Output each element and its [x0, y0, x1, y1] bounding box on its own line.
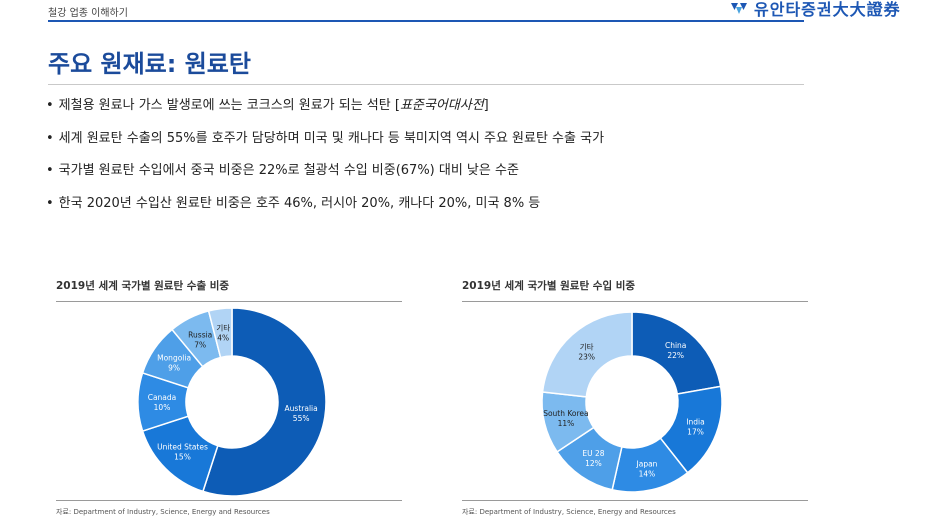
- donut-value-label: 4%: [217, 334, 229, 343]
- donut-value-label: 15%: [174, 452, 191, 461]
- bullet-item: • 한국 2020년 수입산 원료탄 비중은 호주 46%, 러시아 20%, 캐…: [46, 194, 604, 214]
- page-title: 주요 원재료: 원료탄: [48, 50, 251, 78]
- donut-slice-australia: [202, 308, 327, 497]
- donut-value-label: 14%: [639, 469, 656, 478]
- brand-logo: 유안타증권大大證券: [730, 0, 901, 20]
- chart-source: 자료: Department of Industry, Science, Ene…: [462, 508, 676, 516]
- title-divider: [48, 84, 804, 85]
- export-share-chart: 2019년 세계 국가별 원료탄 수출 비중 Australia 55% Unite…: [56, 278, 402, 516]
- donut-value-label: 10%: [154, 403, 171, 412]
- bullet-list: • 제철용 원료나 가스 발생로에 쓰는 코크스의 원료가 되는 석탄 [표준국어…: [46, 96, 604, 226]
- document-section-label: 철강 업종 이해하기: [48, 8, 128, 19]
- header-divider: [48, 20, 804, 22]
- donut-value-label: 7%: [194, 341, 206, 350]
- donut-value-label: 22%: [667, 351, 684, 360]
- donut-value-label: 55%: [293, 414, 310, 423]
- bullet-marker: •: [46, 195, 54, 211]
- bullet-marker: •: [46, 163, 54, 178]
- bullet-text: 한국 2020년 수입산 원료탄 비중은 호주 46%, 러시아 20%, 캐나…: [58, 195, 541, 211]
- donut-category-label: 기타: [580, 342, 594, 351]
- bullet-text: 세계 원료탄 수출의 55%를 호주가 담당하며 미국 및 캐나다 등 북미지역…: [58, 130, 605, 146]
- chart-bottom-divider: [462, 500, 808, 501]
- donut-category-label: Canada: [148, 393, 177, 402]
- donut-value-label: 11%: [558, 419, 575, 428]
- donut-category-label: India: [686, 417, 704, 426]
- donut-value-label: 12%: [585, 459, 602, 468]
- donut-category-label: United States: [157, 442, 208, 451]
- chart-title-divider: [56, 301, 402, 302]
- brand-logo-icon: [731, 3, 747, 14]
- chart-title-divider: [462, 301, 808, 302]
- bullet-text: 제철용 원료나 가스 발생로에 쓰는 코크스의 원료가 되는 석탄 [: [58, 98, 400, 113]
- donut-category-label: Australia: [285, 404, 318, 413]
- donut-category-label: South Korea: [543, 409, 588, 418]
- donut-category-label: EU 28: [582, 449, 604, 458]
- bullet-marker: •: [46, 98, 54, 113]
- donut-slice-기타: [207, 308, 233, 359]
- bullet-citation-close: ]: [483, 98, 489, 113]
- chart-title: 2019년 세계 국가별 원료탄 수출 비중: [56, 280, 230, 292]
- chart-source: 자료: Department of Industry, Science, Ene…: [56, 508, 270, 516]
- import-share-chart: 2019년 세계 국가별 원료탄 수입 비중 China 22% India 17% J…: [462, 278, 808, 516]
- donut-category-label: Mongolia: [157, 354, 191, 363]
- chart-bottom-divider: [56, 500, 402, 501]
- bullet-text: 국가별 원료탄 수입에서 중국 비중은 22%로 철광석 수입 비중(67%) …: [58, 163, 519, 178]
- bullet-item: • 국가별 원료탄 수입에서 중국 비중은 22%로 철광석 수입 비중(67%)…: [46, 161, 604, 181]
- bullet-item: • 제철용 원료나 가스 발생로에 쓰는 코크스의 원료가 되는 석탄 [표준국어…: [46, 96, 604, 116]
- bullet-citation: 표준국어대사전: [399, 98, 484, 113]
- donut-value-label: 9%: [168, 364, 180, 373]
- brand-logo-text: 유안타증권大大證券: [754, 0, 901, 19]
- chart-title: 2019년 세계 국가별 원료탄 수입 비중: [462, 280, 636, 292]
- donut-category-label: Japan: [636, 459, 658, 468]
- donut-category-label: Russia: [188, 331, 212, 340]
- donut-category-label: 기타: [216, 324, 230, 333]
- donut-category-label: China: [665, 341, 686, 350]
- donut-slice-기타: [541, 311, 633, 398]
- donut-value-label: 17%: [687, 427, 704, 436]
- bullet-item: • 세계 원료탄 수출의 55%를 호주가 담당하며 미국 및 캐나다 등 북미지…: [46, 129, 604, 149]
- bullet-marker: •: [46, 130, 54, 146]
- donut-value-label: 23%: [578, 352, 595, 361]
